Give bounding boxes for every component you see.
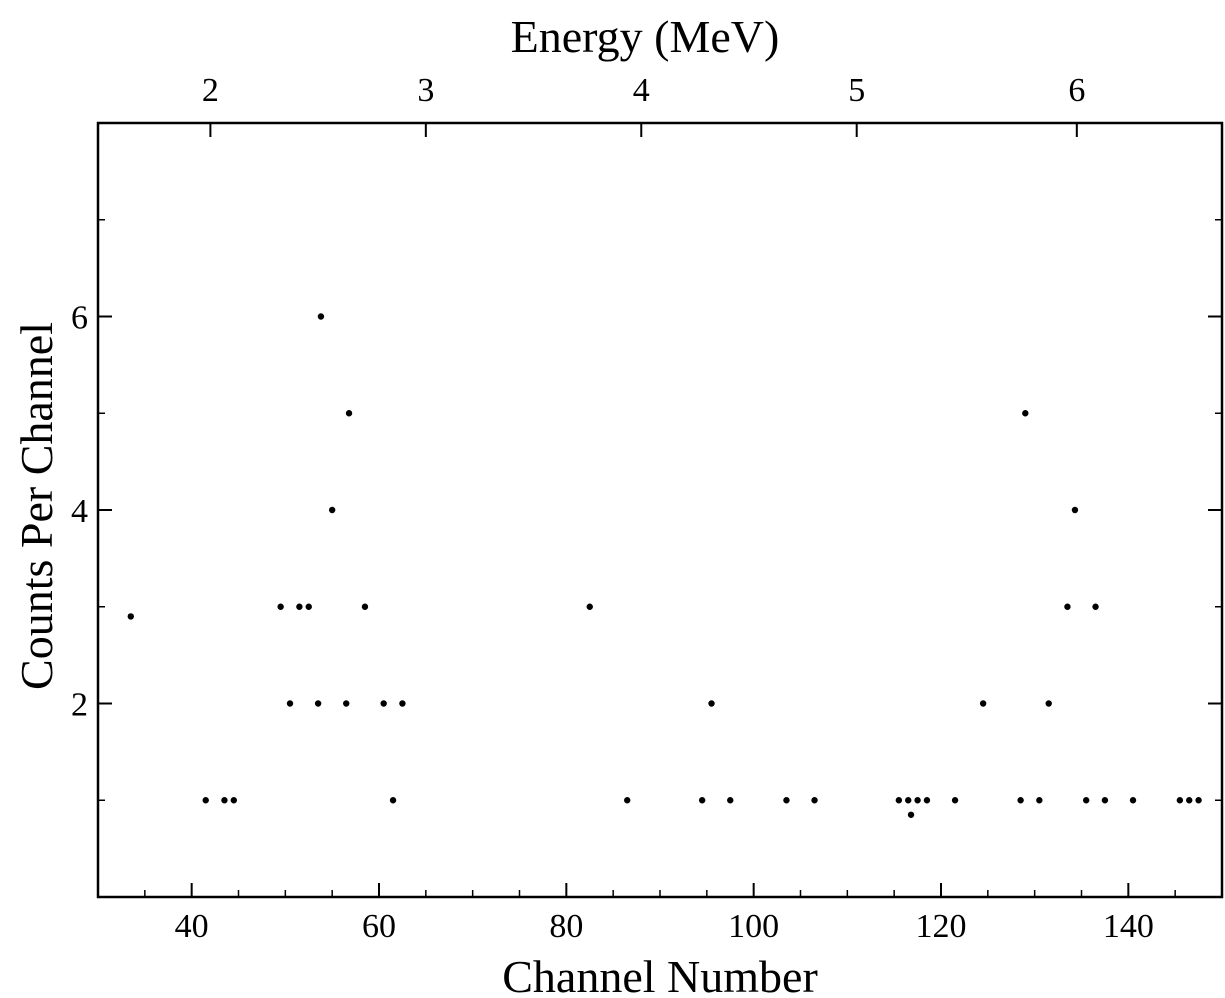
data-point [895,797,903,804]
data-point [727,797,734,804]
data-point [1092,603,1099,610]
x-tick-label: 80 [549,908,583,945]
top-tick-label: 6 [1068,72,1085,109]
data-point [1036,797,1043,804]
data-point [380,700,387,707]
top-tick-label: 3 [417,72,434,109]
data-point [1186,797,1193,804]
data-point [345,410,353,417]
data-point [708,700,715,707]
y-axis-title: Counts Per Channel [11,322,62,690]
data-point [127,613,134,620]
data-point [328,506,336,514]
data-point [286,700,294,707]
data-point [914,797,921,804]
data-point [343,700,350,707]
data-point [783,797,790,804]
x-tick-label: 40 [175,908,209,945]
data-point [979,700,987,707]
data-point [1082,797,1090,804]
data-point [230,797,238,804]
data-point [1045,700,1052,707]
data-point [221,797,228,804]
data-point [314,700,322,707]
x-tick-label: 60 [362,908,396,945]
data-point [317,313,325,320]
data-point [296,603,303,610]
top-tick-label: 4 [633,72,650,109]
ticks-layer: 40 60 80 100 120 140 2 4 6 2 3 4 5 6 [71,72,1223,945]
data-point [811,797,818,804]
data-point [905,797,912,804]
x-axis-title: Channel Number [502,951,818,998]
data-point [389,797,397,804]
data-point [277,603,284,610]
data-point [1017,797,1024,804]
data-point [305,603,312,610]
y-tick-label: 2 [71,687,88,724]
x-tick-label: 100 [728,908,779,945]
data-point [1101,797,1109,804]
data-point [951,797,959,804]
data-point [1176,797,1184,804]
data-point [698,797,706,804]
top-tick-label: 5 [848,72,865,109]
data-point [586,603,593,610]
data-point [1129,797,1137,804]
points-layer [127,313,1202,818]
data-point [1195,797,1202,804]
data-point [202,797,209,804]
data-point [1064,603,1071,610]
y-tick-label: 4 [71,493,88,530]
top-axis-title: Energy (MeV) [511,11,780,62]
data-point [1022,410,1029,417]
data-point [361,603,369,610]
top-tick-label: 2 [202,72,219,109]
x-tick-label: 120 [916,908,967,945]
plot-frame [96,121,1224,899]
data-point [923,797,931,804]
x-tick-label: 140 [1103,908,1154,945]
data-point [399,700,406,707]
y-tick-label: 6 [71,300,88,337]
data-point [907,811,915,818]
data-point [1071,506,1079,514]
data-point [624,797,631,804]
